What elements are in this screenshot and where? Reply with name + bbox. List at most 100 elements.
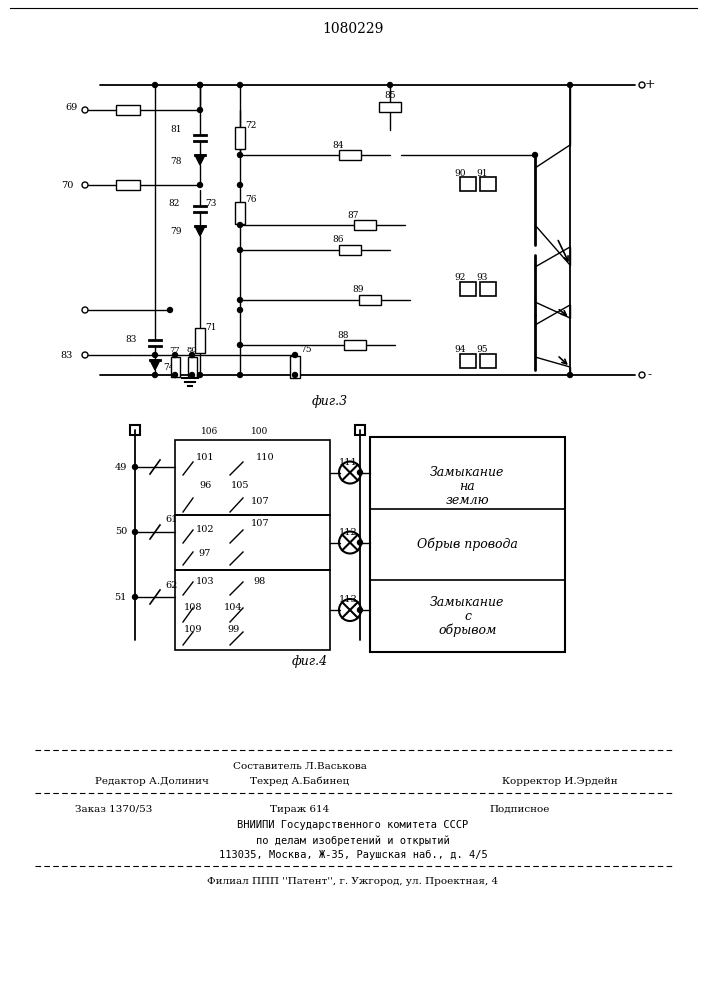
Bar: [290, 356, 300, 378]
Text: 71: 71: [205, 324, 216, 332]
Text: 51: 51: [115, 592, 127, 601]
Bar: [339, 245, 361, 255]
Bar: [116, 105, 140, 115]
Circle shape: [238, 298, 243, 302]
Circle shape: [168, 308, 173, 312]
Text: Замыкание: Замыкание: [431, 596, 505, 609]
Text: 95: 95: [477, 346, 488, 355]
Text: 85: 85: [384, 91, 396, 100]
Text: 103: 103: [196, 578, 214, 586]
Bar: [175, 440, 330, 515]
Circle shape: [197, 83, 202, 88]
Text: 90: 90: [455, 168, 466, 178]
Circle shape: [173, 353, 177, 358]
Circle shape: [197, 182, 202, 188]
Text: 107: 107: [251, 518, 269, 528]
Polygon shape: [195, 155, 205, 165]
Text: 91: 91: [477, 168, 488, 178]
Text: 97: 97: [199, 548, 211, 558]
Text: 69: 69: [66, 103, 78, 111]
Text: 94: 94: [455, 346, 466, 355]
Bar: [460, 282, 476, 296]
Text: 102: 102: [196, 526, 214, 534]
Circle shape: [173, 372, 177, 377]
Text: 111: 111: [339, 458, 357, 467]
Text: Редактор А.Долинич: Редактор А.Долинич: [95, 777, 209, 786]
Bar: [116, 180, 140, 190]
Bar: [354, 220, 376, 230]
Text: с: с: [464, 610, 471, 623]
Circle shape: [387, 83, 392, 88]
Text: 88: 88: [337, 330, 349, 340]
Bar: [195, 328, 205, 353]
Text: +: +: [645, 79, 655, 92]
Text: 109: 109: [184, 626, 202, 635]
Text: Замыкание: Замыкание: [431, 466, 505, 479]
Polygon shape: [195, 226, 205, 236]
Text: Заказ 1370/53: Заказ 1370/53: [75, 805, 153, 814]
Bar: [480, 354, 496, 368]
Text: 96: 96: [199, 481, 211, 489]
Bar: [344, 340, 366, 350]
Text: фиг.4: фиг.4: [292, 655, 328, 668]
Circle shape: [238, 182, 243, 188]
Circle shape: [238, 342, 243, 348]
Bar: [175, 515, 330, 570]
Text: 72: 72: [245, 120, 257, 129]
Bar: [235, 127, 245, 149]
Text: 101: 101: [196, 454, 214, 462]
Text: 92: 92: [455, 273, 466, 282]
Text: Тираж 614: Тираж 614: [270, 805, 329, 814]
Text: 98: 98: [254, 578, 266, 586]
Text: 99: 99: [227, 626, 239, 635]
Circle shape: [293, 372, 298, 377]
Text: 83: 83: [126, 336, 137, 344]
Text: 108: 108: [184, 603, 202, 612]
Circle shape: [189, 353, 194, 358]
Bar: [379, 102, 401, 112]
Text: Подписное: Подписное: [490, 805, 550, 814]
Text: 113035, Москва, Ж-35, Раушская наб., д. 4/5: 113035, Москва, Ж-35, Раушская наб., д. …: [218, 850, 487, 860]
Polygon shape: [150, 360, 160, 370]
Bar: [339, 150, 361, 160]
Text: 77: 77: [170, 346, 180, 354]
Text: 1080229: 1080229: [322, 22, 384, 36]
Text: 49: 49: [115, 462, 127, 472]
Text: 86: 86: [332, 235, 344, 244]
Circle shape: [238, 152, 243, 157]
Text: 82: 82: [169, 198, 180, 208]
Text: Филиал ППП ''Патент'', г. Ужгород, ул. Проектная, 4: Филиал ППП ''Патент'', г. Ужгород, ул. П…: [207, 877, 498, 886]
Text: 106: 106: [201, 428, 218, 436]
Text: 70: 70: [61, 180, 73, 190]
Text: Корректор И.Эрдейн: Корректор И.Эрдейн: [502, 777, 618, 786]
Text: 100: 100: [252, 428, 269, 436]
Circle shape: [358, 470, 363, 475]
Text: 79: 79: [170, 228, 182, 236]
Circle shape: [238, 372, 243, 377]
Text: обрывом: обрывом: [438, 623, 497, 637]
Text: Обрыв провода: Обрыв провода: [417, 538, 518, 551]
Text: Техред А.Бабинец: Техред А.Бабинец: [250, 777, 350, 786]
Circle shape: [153, 83, 158, 88]
Text: 84: 84: [332, 140, 344, 149]
Bar: [175, 570, 330, 650]
Circle shape: [197, 107, 202, 112]
Circle shape: [197, 83, 202, 88]
Text: 75: 75: [300, 346, 312, 355]
Circle shape: [153, 353, 158, 358]
Circle shape: [238, 247, 243, 252]
Text: 113: 113: [339, 595, 357, 604]
Bar: [130, 425, 140, 435]
Bar: [480, 282, 496, 296]
Bar: [480, 177, 496, 191]
Bar: [235, 202, 245, 224]
Text: Составитель Л.Васькова: Составитель Л.Васькова: [233, 762, 367, 771]
Circle shape: [568, 83, 573, 88]
Circle shape: [238, 223, 243, 228]
Text: 62: 62: [165, 580, 177, 589]
Circle shape: [132, 464, 137, 470]
Text: 112: 112: [339, 528, 357, 537]
Text: землю: землю: [445, 494, 489, 507]
Bar: [355, 425, 365, 435]
Text: 78: 78: [170, 157, 182, 166]
